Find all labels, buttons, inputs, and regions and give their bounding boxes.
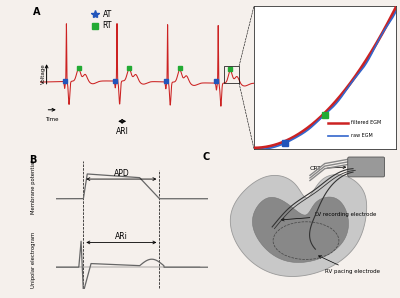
Text: C: C [202, 151, 210, 162]
Text: Membrane potential: Membrane potential [31, 160, 36, 214]
Bar [224, 66, 239, 83]
Text: ARI: ARI [116, 127, 129, 136]
Text: B: B [29, 155, 36, 165]
Text: Voltage: Voltage [41, 64, 46, 84]
Text: Time: Time [45, 117, 59, 122]
Text: ARi: ARi [115, 232, 128, 241]
Text: RV pacing electrode: RV pacing electrode [319, 256, 380, 274]
Text: raw EGM: raw EGM [350, 133, 372, 138]
FancyBboxPatch shape [348, 157, 384, 177]
Text: filtered EGM: filtered EGM [350, 120, 381, 125]
Polygon shape [230, 175, 367, 277]
Text: A: A [34, 7, 41, 17]
Text: RT: RT [103, 21, 112, 30]
Text: CRT: CRT [310, 166, 346, 171]
Text: Unipolar electrogram: Unipolar electrogram [31, 232, 36, 288]
Text: APD: APD [114, 169, 129, 178]
Text: LV recording electrode: LV recording electrode [281, 212, 377, 221]
Text: AT: AT [103, 10, 112, 18]
Polygon shape [252, 197, 348, 263]
